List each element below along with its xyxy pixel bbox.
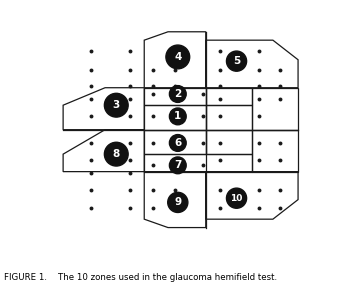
Circle shape	[169, 135, 186, 151]
Text: 4: 4	[174, 52, 182, 62]
Circle shape	[226, 188, 247, 208]
Text: 3: 3	[113, 100, 120, 110]
Circle shape	[104, 142, 128, 166]
Text: 6: 6	[174, 138, 181, 148]
Text: FIGURE 1.    The 10 zones used in the glaucoma hemifield test.: FIGURE 1. The 10 zones used in the glauc…	[4, 273, 276, 282]
Text: 10: 10	[230, 194, 243, 203]
Circle shape	[169, 108, 186, 125]
Text: 2: 2	[174, 89, 181, 99]
Circle shape	[226, 51, 247, 71]
Circle shape	[169, 157, 186, 174]
Circle shape	[169, 86, 186, 102]
Text: 5: 5	[233, 56, 240, 66]
Text: 1: 1	[174, 111, 181, 121]
Circle shape	[104, 93, 128, 117]
Circle shape	[166, 45, 190, 69]
Circle shape	[168, 192, 188, 212]
Text: 7: 7	[174, 160, 182, 170]
Text: 9: 9	[174, 198, 181, 207]
Text: 8: 8	[113, 149, 120, 159]
